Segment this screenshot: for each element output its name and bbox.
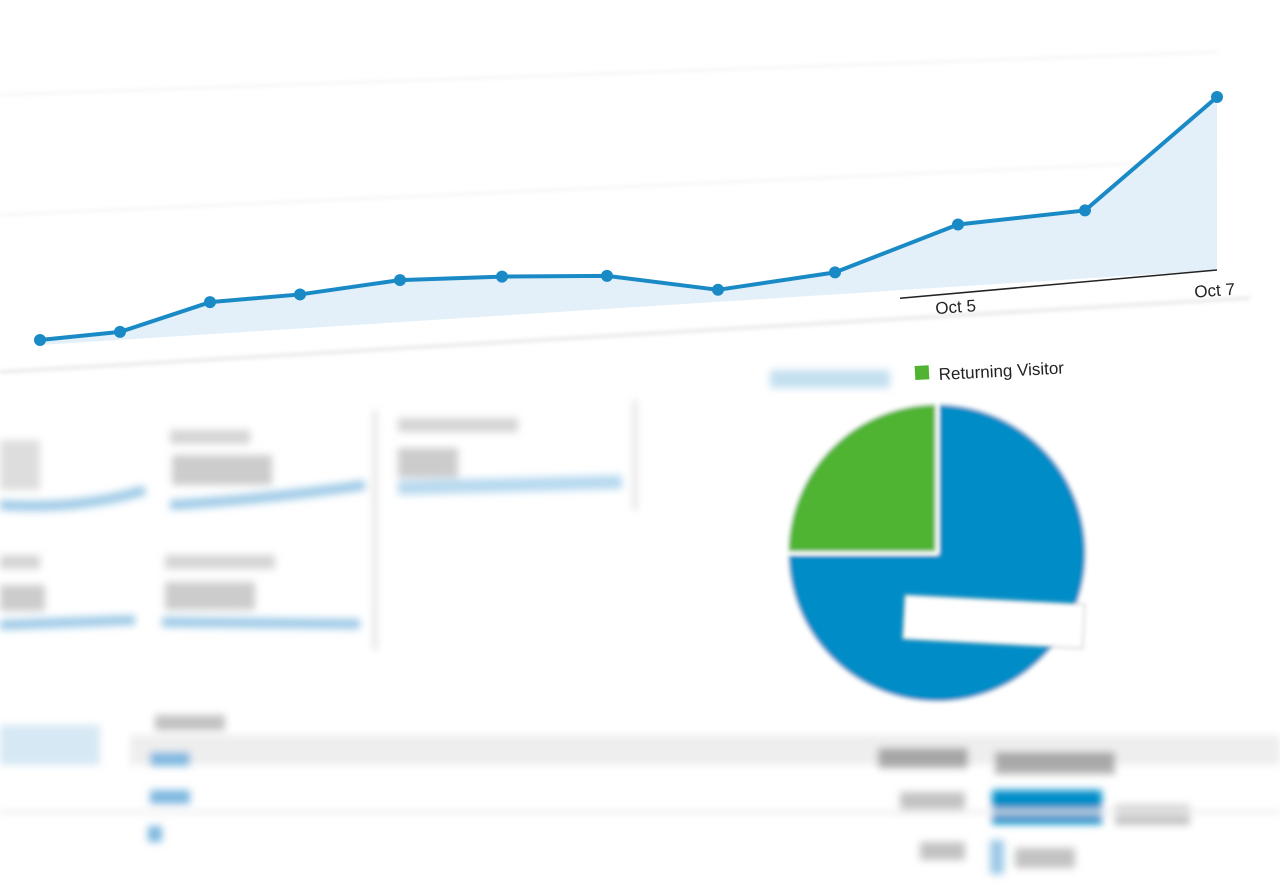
x-tick-label: Oct 7 <box>1194 280 1236 302</box>
metric-cards <box>0 370 890 650</box>
x-axis <box>899 269 1218 299</box>
line-point <box>496 270 508 283</box>
line-point <box>34 334 46 346</box>
legend-swatch <box>914 365 930 380</box>
line-point <box>712 283 724 296</box>
x-tick-label: Oct 5 <box>935 296 977 318</box>
line <box>39 95 1219 342</box>
line-point <box>114 325 126 338</box>
table <box>0 715 1280 874</box>
grid-lines <box>0 51 1219 216</box>
pie-slice <box>785 401 939 555</box>
pie-tooltip <box>902 594 1086 649</box>
line-point <box>1079 204 1091 217</box>
line-point <box>204 296 216 309</box>
line-point <box>952 218 964 231</box>
line-point <box>394 274 406 287</box>
line-point <box>294 288 306 301</box>
axis-shadow <box>0 297 1251 373</box>
line-point <box>1211 91 1223 104</box>
legend-label: Returning Visitor <box>938 358 1065 384</box>
line-point <box>829 266 841 279</box>
line-point <box>601 269 613 282</box>
line-area <box>40 97 1217 345</box>
